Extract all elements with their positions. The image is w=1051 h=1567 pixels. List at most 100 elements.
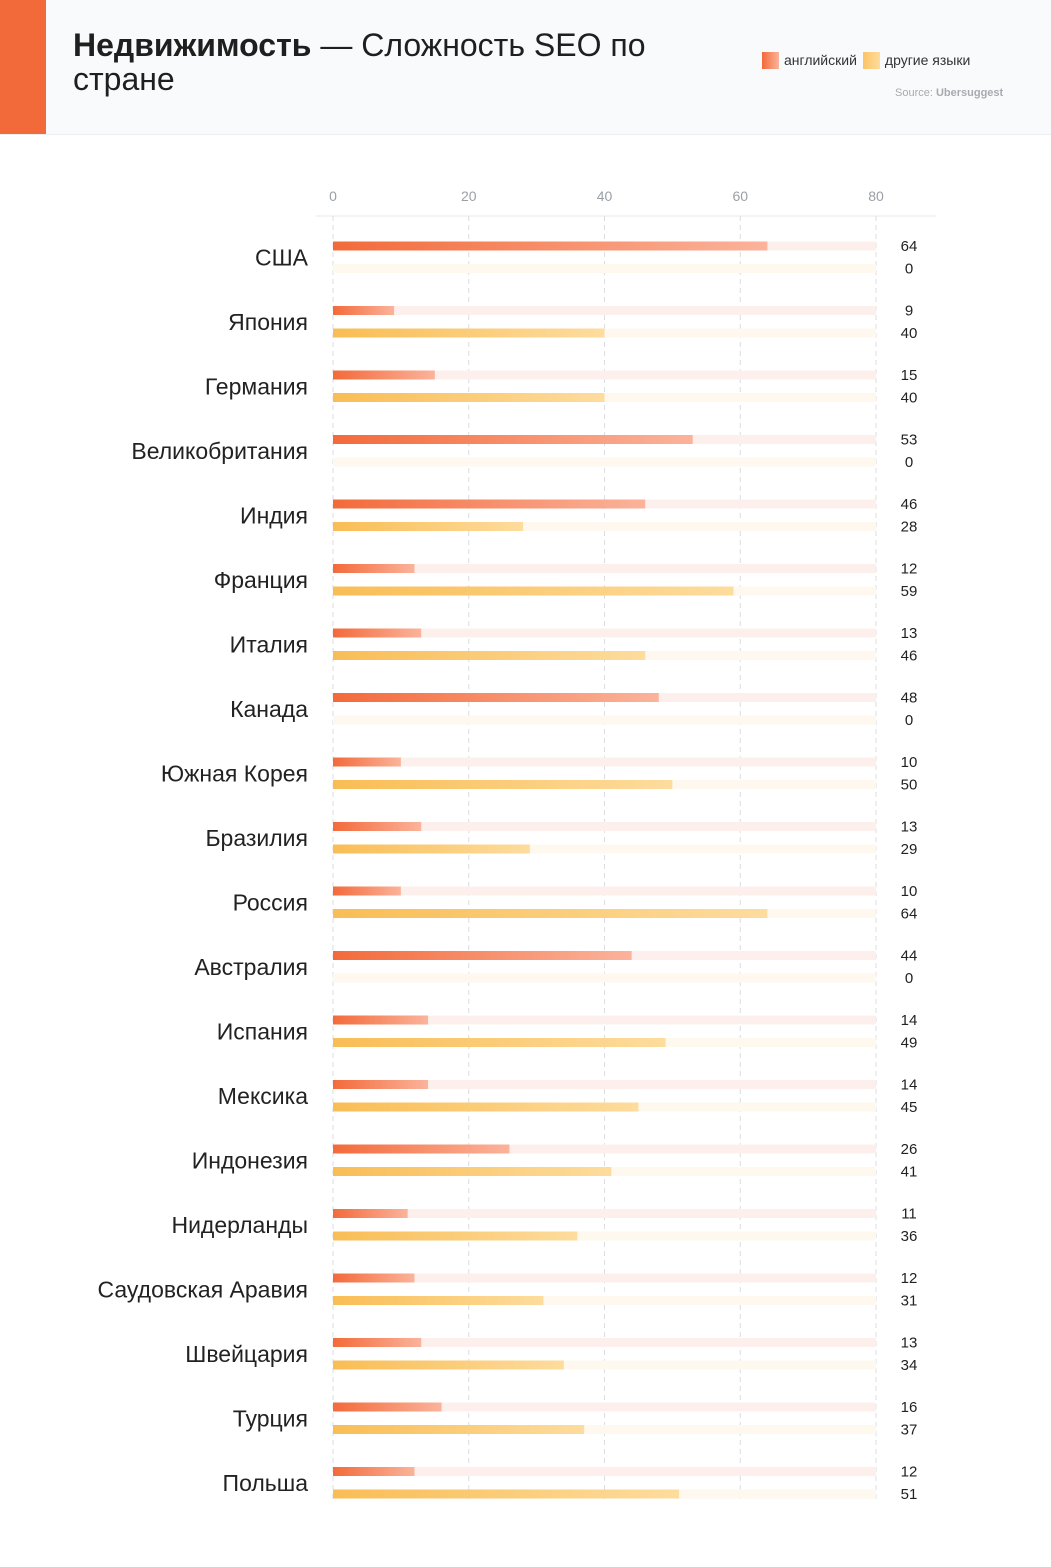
legend-item-english: английский [762,51,857,69]
bar-track-english [333,822,876,831]
value-label-other: 41 [901,1164,918,1181]
bar-track-english [333,886,876,896]
source-note: Source: Ubersuggest [895,87,1003,99]
value-label-english: 9 [905,303,913,320]
value-label-other: 40 [901,390,918,407]
category-label: Япония [228,309,308,335]
bar-track-other [333,844,876,854]
bar-english [333,1144,510,1154]
bar-english [333,1273,415,1283]
legend-item-other: другие языки [862,51,971,69]
bar-track-english [333,370,876,380]
bar-english [333,1338,422,1347]
category-label: Австралия [194,954,308,980]
bar-other [333,909,768,918]
value-label-other: 31 [901,1293,918,1310]
bar-other [333,393,605,402]
bar-track-english [333,1080,876,1089]
category-label: Турция [233,1405,308,1431]
bar-english [333,435,693,444]
value-label-other: 45 [901,1099,918,1116]
bar-track-english [333,1338,876,1347]
value-label-other: 64 [901,906,918,923]
title-rest: — Сложность SEO по стране [73,27,646,97]
bar-other [333,328,605,338]
value-label-english: 12 [901,1464,918,1481]
source-prefix: Source: [895,87,936,99]
category-label: Саудовская Аравия [98,1276,308,1302]
value-label-other: 37 [901,1422,918,1439]
category-label: Италия [230,631,308,657]
bar-track-other [333,522,876,531]
bar-other [333,1360,564,1370]
value-label-english: 15 [901,367,918,384]
value-label-english: 64 [901,238,918,255]
legend: английский другие языки [762,50,976,70]
bar-english [333,1467,415,1476]
legend-swatch-other [862,51,880,69]
category-label: Германия [205,373,308,399]
bar-track-english [333,306,876,315]
page-title: Недвижимость — Сложность SEO по стране [73,28,673,96]
category-label: Южная Корея [161,760,308,786]
bar-other [333,586,734,596]
category-label: Индия [240,502,308,528]
value-label-other: 29 [901,841,918,858]
bar-track-english [333,564,876,573]
value-label-other: 46 [901,648,918,665]
bar-other [333,1296,544,1305]
value-label-other: 34 [901,1357,918,1374]
bar-track-other [333,1360,876,1370]
x-tick-label: 40 [597,188,613,204]
bar-track-english [333,757,876,767]
title-bold: Недвижимость [73,27,312,63]
legend-swatch-english [762,51,779,69]
x-tick-label: 80 [868,188,884,204]
category-label: Франция [214,567,308,593]
category-label: США [255,244,309,270]
bar-english [333,1080,429,1089]
bar-english [333,628,422,638]
bar-other [333,1038,666,1047]
value-label-english: 12 [901,1270,918,1287]
value-label-english: 14 [901,1077,918,1094]
bar-english [333,306,395,315]
bar-other [333,780,673,789]
value-label-other: 49 [901,1035,918,1052]
bar-track-other [333,973,876,983]
category-label: Бразилия [205,825,308,851]
value-label-english: 44 [901,948,918,965]
bar-english [333,1209,408,1218]
bar-track-english [333,628,876,638]
legend-label-other: другие языки [884,52,971,68]
header: Недвижимость — Сложность SEO по стране а… [0,0,1051,135]
value-label-english: 48 [901,690,918,707]
x-tick-label: 20 [461,188,477,204]
category-label: Канада [230,696,308,722]
value-label-english: 11 [901,1206,917,1223]
bar-other [333,1102,639,1112]
category-label: Польша [223,1470,309,1496]
bar-track-other [333,264,876,273]
accent-bar [0,0,46,134]
bar-english [333,499,646,509]
bar-other [333,1489,680,1499]
value-label-other: 40 [901,325,918,342]
value-label-other: 0 [905,970,913,987]
bar-other [333,1231,578,1241]
category-label: Нидерланды [171,1212,308,1238]
bar-other [333,844,530,854]
source-name: Ubersuggest [935,87,1004,99]
bar-english [333,886,401,896]
bar-other [333,1167,612,1176]
value-label-other: 59 [901,583,918,600]
bar-english [333,370,435,380]
bar-english [333,1402,442,1412]
bar-track-other [333,715,876,725]
value-label-english: 46 [901,496,918,513]
bar-track-english [333,1015,876,1025]
value-label-english: 53 [901,432,918,449]
value-label-other: 36 [901,1228,918,1245]
bar-english [333,951,632,960]
